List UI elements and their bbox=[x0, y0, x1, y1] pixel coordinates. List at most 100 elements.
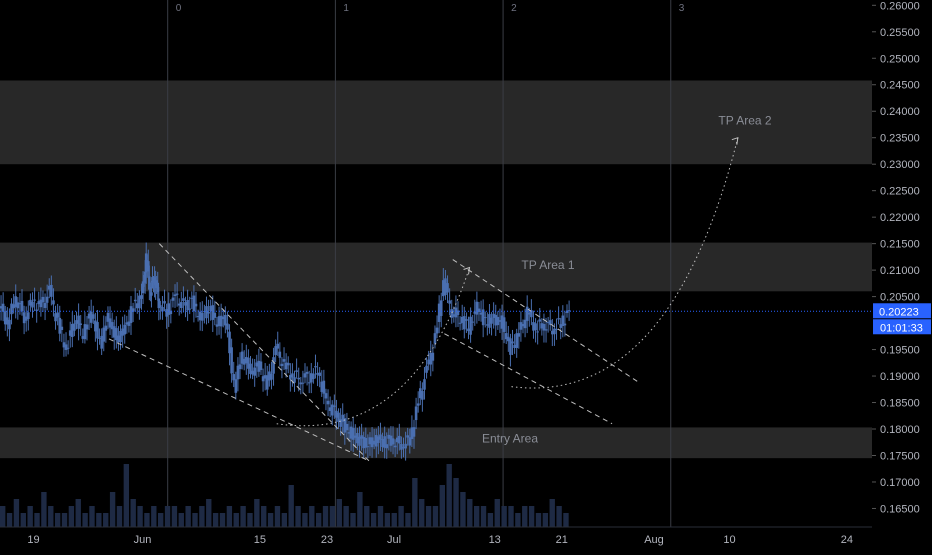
candle-body bbox=[538, 319, 542, 322]
drawing-annotations[interactable]: TP Area 2 TP Area 1 Entry Area bbox=[108, 113, 772, 462]
candle-body bbox=[458, 322, 462, 324]
candle-body bbox=[402, 447, 405, 449]
candle-body bbox=[511, 341, 514, 344]
price-axis-bg bbox=[872, 0, 932, 550]
candle-body bbox=[521, 323, 525, 327]
candle-body bbox=[87, 313, 91, 319]
candle-body bbox=[408, 437, 412, 446]
zones-layer bbox=[0, 80, 872, 459]
volume-bar bbox=[130, 499, 136, 527]
candle-body bbox=[224, 314, 227, 326]
candle-body bbox=[517, 333, 521, 337]
candle-body bbox=[383, 436, 386, 448]
candle-body bbox=[297, 377, 301, 380]
arrow-head-icon bbox=[463, 266, 471, 275]
volume-bar bbox=[315, 513, 322, 527]
candle-body bbox=[404, 443, 407, 449]
bar-countdown: 01:01:33 bbox=[880, 322, 923, 334]
candle-body bbox=[96, 322, 99, 339]
candle-body bbox=[50, 284, 53, 297]
candle-body bbox=[530, 310, 533, 318]
candle-body bbox=[221, 316, 225, 320]
candle-body bbox=[553, 328, 556, 335]
candle-body bbox=[442, 280, 445, 297]
candle-body bbox=[268, 371, 271, 381]
volume-bar bbox=[48, 506, 54, 527]
candle-body bbox=[567, 310, 571, 312]
candle-body bbox=[316, 373, 319, 375]
candle-body bbox=[284, 362, 288, 370]
candle-body bbox=[141, 281, 145, 294]
candle-body bbox=[211, 305, 215, 320]
candle-body bbox=[242, 358, 246, 365]
candle-body bbox=[131, 308, 135, 312]
candle-body bbox=[333, 405, 336, 407]
candle-body bbox=[381, 438, 384, 448]
price-tick-label: 0.26000 bbox=[880, 0, 920, 12]
candle-body bbox=[39, 299, 43, 308]
volume-bar bbox=[398, 506, 404, 527]
candle-body bbox=[500, 315, 504, 329]
volume-bar bbox=[274, 506, 281, 527]
volume-bar bbox=[377, 506, 384, 527]
candle-body bbox=[20, 300, 24, 312]
candle-body bbox=[272, 357, 275, 374]
trend-line[interactable] bbox=[444, 333, 613, 425]
candle-body bbox=[119, 330, 122, 343]
candle-body bbox=[337, 412, 340, 422]
candle-body bbox=[81, 336, 85, 339]
candle-body bbox=[8, 319, 11, 330]
candle-body bbox=[366, 446, 370, 448]
date-axis[interactable]: 19 Jun 15 23 Jul 13 21 Aug 10 24 bbox=[0, 526, 932, 550]
candle-body bbox=[519, 322, 523, 330]
volume-bar bbox=[281, 513, 288, 527]
volume-bar bbox=[405, 513, 411, 527]
candle-body bbox=[320, 381, 324, 392]
candle-body bbox=[270, 373, 273, 380]
candle-body bbox=[18, 303, 22, 305]
candle-body bbox=[427, 359, 430, 365]
volume-bar bbox=[364, 506, 370, 527]
candle-body bbox=[406, 435, 410, 438]
candle-body bbox=[226, 323, 229, 330]
trend-line[interactable] bbox=[108, 338, 370, 462]
candle-body bbox=[121, 328, 124, 336]
volume-bar bbox=[116, 506, 123, 527]
candle-body bbox=[261, 376, 265, 382]
candle-body bbox=[326, 400, 330, 405]
candle-body bbox=[147, 261, 150, 272]
fib-time-label: 0 bbox=[176, 3, 182, 14]
candle-body bbox=[400, 443, 403, 450]
trend-line[interactable] bbox=[452, 259, 638, 382]
volume-bar bbox=[123, 464, 130, 527]
candle-body bbox=[532, 322, 535, 331]
projection-curve[interactable] bbox=[511, 137, 739, 389]
candle-body bbox=[259, 361, 263, 370]
candle-body bbox=[83, 324, 87, 340]
candle-body bbox=[561, 315, 565, 327]
volume-histogram bbox=[0, 464, 569, 527]
candle-body bbox=[200, 312, 204, 321]
candle-body bbox=[102, 327, 106, 342]
volume-bar bbox=[178, 513, 184, 527]
candle-body bbox=[391, 438, 395, 445]
volume-bar bbox=[261, 506, 267, 527]
candle-body bbox=[58, 317, 62, 334]
candle-body bbox=[184, 302, 187, 306]
candle-body bbox=[71, 323, 74, 337]
candle-body bbox=[324, 393, 328, 399]
candle-body bbox=[563, 323, 567, 326]
candle-body bbox=[198, 311, 202, 321]
volume-bar bbox=[419, 499, 425, 527]
projection-curve[interactable] bbox=[276, 267, 471, 427]
candle-body bbox=[192, 295, 196, 312]
volume-bar bbox=[27, 506, 33, 527]
date-tick-label: Jul bbox=[387, 534, 401, 546]
candle-body bbox=[486, 324, 489, 326]
candle-body bbox=[372, 440, 376, 445]
candle-body bbox=[159, 305, 162, 308]
price-axis[interactable]: 0.26000 0.25500 0.25000 0.24500 0.24000 0.235… bbox=[872, 0, 932, 550]
zone-label: TP Area 1 bbox=[521, 258, 574, 272]
candle-body bbox=[182, 298, 185, 301]
